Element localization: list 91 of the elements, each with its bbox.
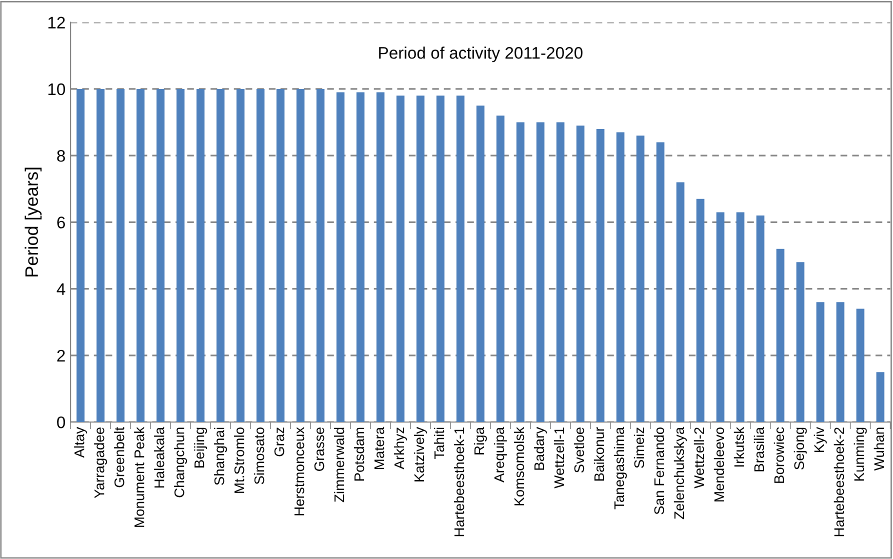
bar: [196, 88, 205, 422]
bar: [836, 302, 844, 422]
bar: [536, 122, 544, 422]
bar: [96, 88, 105, 422]
x-tick-label: Haleakala: [154, 426, 164, 488]
y-tick-label: 0: [57, 416, 66, 428]
bar: [336, 92, 344, 422]
bar: [436, 96, 444, 422]
y-tick-label: 2: [57, 350, 65, 362]
x-tick-label: Hartebeesthoek-2: [834, 428, 844, 536]
x-tick-label: San Fernando: [654, 427, 664, 514]
x-tick-label: Riga: [474, 426, 487, 454]
x-tick-label: Badary: [534, 426, 547, 470]
x-tick-label: Changchun: [174, 428, 187, 498]
x-tick-label: Shanghai: [214, 428, 227, 485]
bar: [396, 96, 404, 422]
x-tick-label: Arkhyz: [394, 428, 407, 470]
x-tick-label: Monument Peak: [134, 426, 144, 527]
x-tick-label: Zelenchukskya: [674, 426, 687, 520]
y-tick-label: 12: [48, 16, 65, 28]
bar: [636, 136, 644, 422]
x-tick-label: Grasse: [314, 428, 324, 471]
bar: [856, 308, 864, 422]
bar: [296, 88, 304, 422]
bar: [456, 96, 464, 422]
x-tick-label: Tahiti: [434, 428, 444, 460]
x-tick-label: Zimmerwald: [334, 428, 344, 502]
x-tick-label: Kyiv: [814, 426, 827, 452]
y-tick-label: 8: [57, 150, 65, 162]
x-tick-label: Komsomolsk: [514, 426, 524, 506]
y-tick-label: 6: [57, 216, 65, 228]
annotation: Period of activity 2011-2020: [379, 46, 582, 62]
bar: [616, 132, 624, 422]
x-tick-label: Baikonur: [594, 427, 604, 481]
x-tick-label: Graz: [274, 428, 284, 456]
bar: [696, 198, 704, 422]
bar: [596, 128, 604, 422]
y-axis-title: Period [years]: [24, 168, 42, 276]
x-tick-label: Herstmonceux: [294, 427, 304, 516]
x-tick-label: Arequipa: [494, 426, 507, 482]
x-tick-label: Wettzell-2: [694, 428, 704, 488]
bar: [556, 122, 564, 422]
x-tick-label: Altay: [74, 426, 88, 458]
x-tick-label: Katzively: [414, 426, 427, 482]
x-tick-label: Kunming: [854, 428, 867, 481]
x-tick-label: Matera: [374, 426, 384, 469]
bar: [376, 92, 384, 422]
bar: [356, 92, 364, 422]
bar: [316, 88, 324, 422]
x-tick-label: Sejong: [794, 428, 807, 470]
bar: [716, 212, 724, 422]
x-tick-label: Wuhan: [874, 428, 884, 471]
bar: [876, 372, 884, 422]
x-tick-label: Irkutsk: [734, 426, 744, 467]
x-tick-label: Beijing: [194, 428, 207, 468]
x-tick-label: Greenbelt: [114, 427, 124, 488]
x-tick-label: Potsdam: [354, 428, 364, 481]
bar: [796, 262, 804, 422]
x-tick-label: Yarragadee: [94, 428, 108, 498]
x-tick-label: Simeiz: [634, 428, 644, 468]
bar: [236, 88, 244, 422]
bar: [136, 88, 145, 422]
bar: [156, 88, 165, 422]
bar: [516, 122, 524, 422]
bar: [116, 88, 125, 422]
x-tick-label: Brasilia: [754, 426, 764, 472]
bar: [76, 88, 85, 422]
bar: [576, 126, 584, 422]
bar: [176, 88, 185, 422]
x-tick-label: Wettzell-1: [554, 428, 564, 488]
bar: [496, 116, 504, 422]
bar: [736, 212, 744, 422]
x-tick-label: Svetloe: [574, 428, 584, 473]
x-tick-label: Borowiec: [774, 427, 784, 483]
bar: [276, 88, 284, 422]
bar: [756, 216, 764, 422]
x-tick-label: Mt.Stromlo: [234, 427, 244, 493]
bar: [216, 88, 225, 422]
bar: [816, 302, 824, 422]
x-tick-label: Mendeleevo: [714, 427, 724, 502]
x-tick-label: Tanegashima: [614, 426, 627, 510]
bar: [676, 182, 684, 422]
bar: [776, 248, 784, 422]
x-tick-label: Simosato: [254, 427, 264, 484]
y-tick-label: 10: [48, 83, 66, 96]
bar: [476, 106, 484, 422]
x-tick-label: Hartebeesthoek-1: [454, 428, 464, 536]
y-tick-label: 4: [56, 283, 66, 295]
bar: [656, 142, 664, 422]
bar: [256, 88, 264, 422]
bar: [416, 96, 424, 422]
